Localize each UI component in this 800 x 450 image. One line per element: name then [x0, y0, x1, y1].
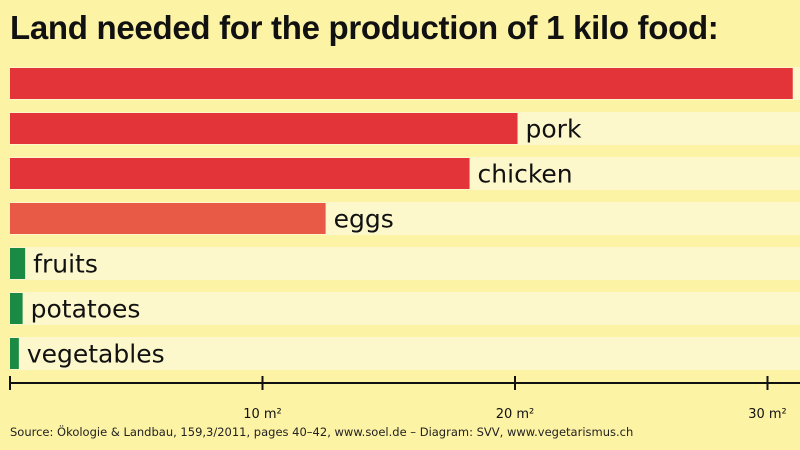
bar-label-potatoes: potatoes — [31, 295, 141, 324]
bar-label-pork: pork — [526, 115, 582, 144]
x-tick-label-30: 30 m² — [748, 407, 787, 422]
bar-label-eggs: eggs — [334, 205, 394, 234]
x-tick-label-20: 20 m² — [496, 407, 535, 422]
bar-label-chicken: chicken — [478, 160, 573, 189]
row-band-potatoes — [10, 292, 800, 325]
row-band-fruits — [10, 247, 800, 280]
bar-eggs — [10, 203, 326, 234]
source-note: Source: Ökologie & Landbau, 159,3/2011, … — [10, 425, 634, 439]
bar-vegetables — [10, 338, 19, 369]
bar-potatoes — [10, 293, 23, 324]
x-tick-label-10: 10 m² — [243, 407, 282, 422]
bar-pork — [10, 113, 518, 144]
bar-label-fruits: fruits — [33, 250, 98, 279]
row-band-vegetables — [10, 337, 800, 370]
bar-beef — [10, 68, 793, 99]
chart-title: Land needed for the production of 1 kilo… — [10, 9, 719, 46]
bar-chicken — [10, 158, 470, 189]
bar-label-vegetables: vegetables — [27, 340, 165, 369]
bar-fruits — [10, 248, 26, 279]
